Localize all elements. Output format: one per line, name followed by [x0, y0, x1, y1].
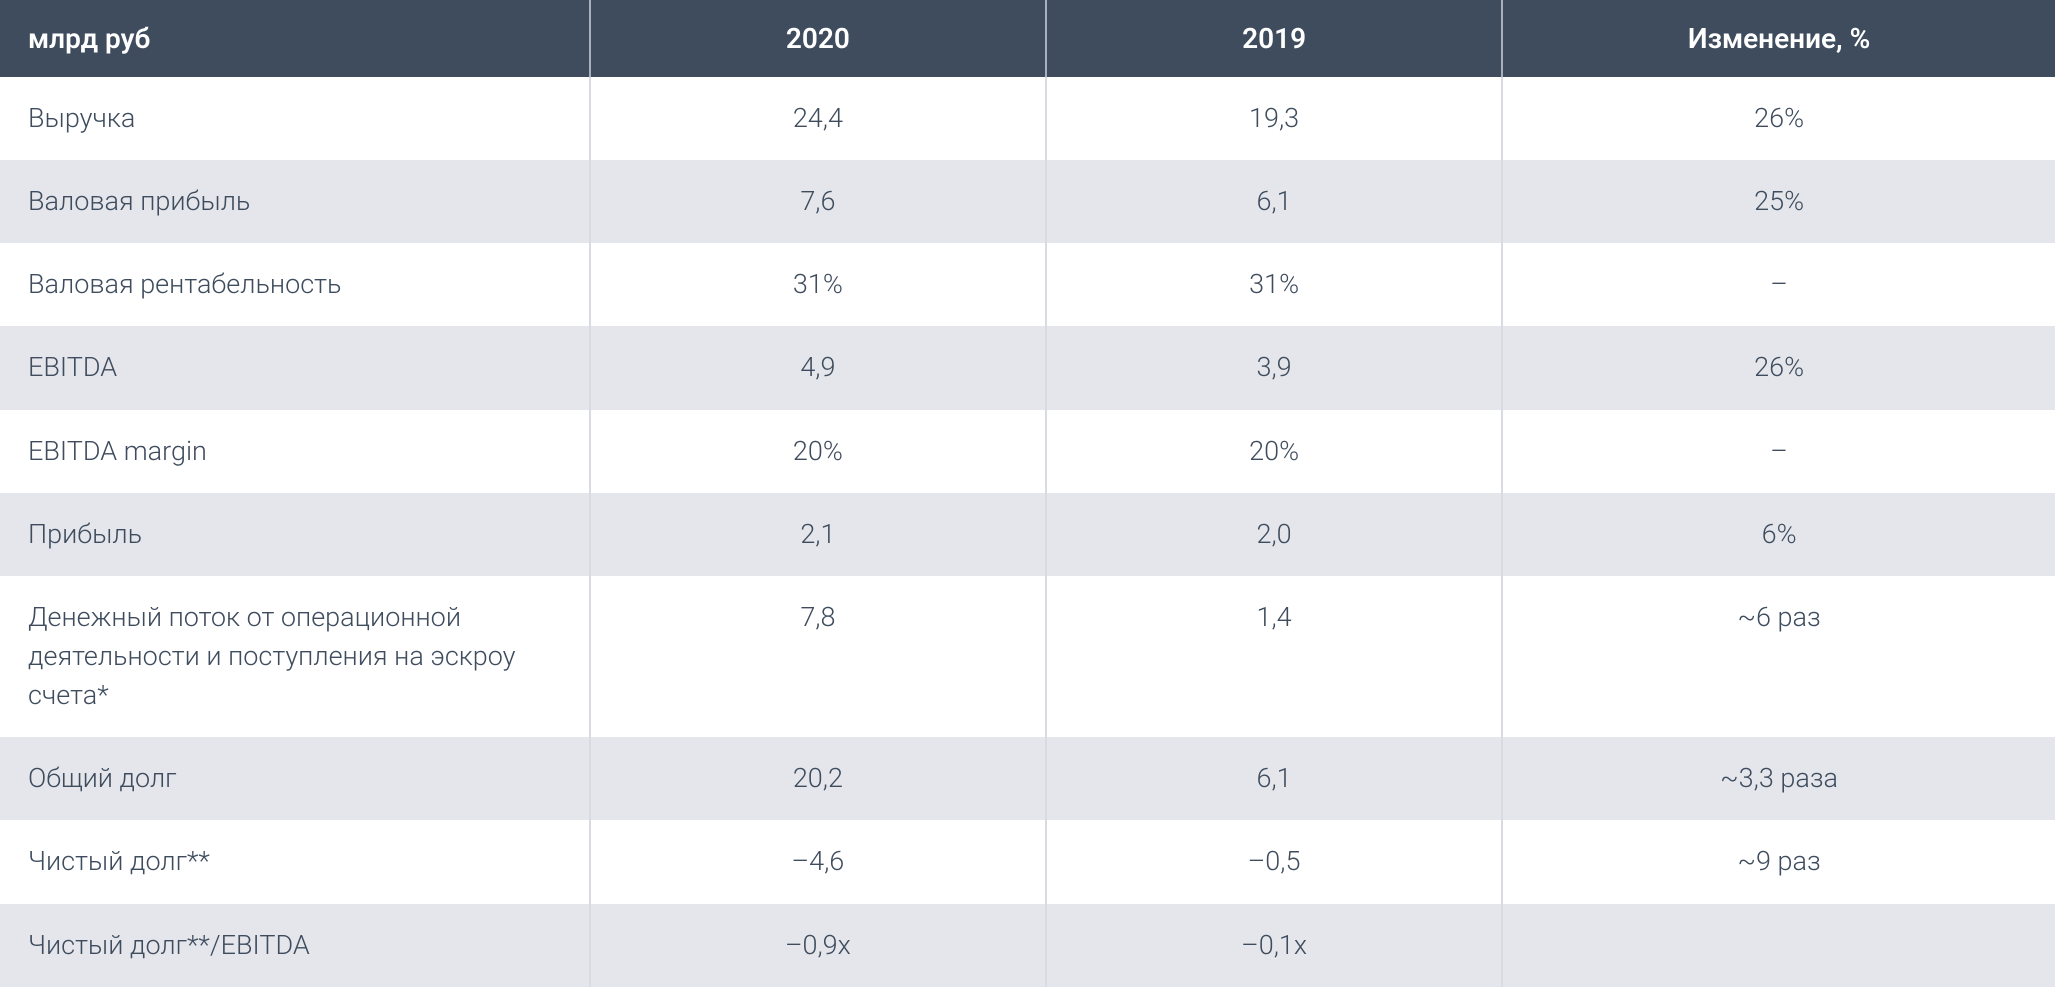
row-label: EBITDA	[0, 326, 590, 409]
row-label: EBITDA margin	[0, 410, 590, 493]
row-change: –	[1502, 243, 2055, 326]
row-label: Чистый долг**	[0, 820, 590, 903]
row-value-2019: 2,0	[1046, 493, 1502, 576]
row-value-2019: 6,1	[1046, 737, 1502, 820]
row-label: Общий долг	[0, 737, 590, 820]
row-label: Валовая рентабельность	[0, 243, 590, 326]
row-label: Денежный поток от операционной деятельно…	[0, 576, 590, 737]
table-row: Денежный поток от операционной деятельно…	[0, 576, 2055, 737]
row-value-2020: 2,1	[590, 493, 1046, 576]
row-value-2019: 1,4	[1046, 576, 1502, 737]
row-change: 25%	[1502, 160, 2055, 243]
row-value-2019: 6,1	[1046, 160, 1502, 243]
row-value-2020: 31%	[590, 243, 1046, 326]
table-row: Выручка 24,4 19,3 26%	[0, 77, 2055, 160]
row-value-2019: 19,3	[1046, 77, 1502, 160]
table-header: млрд руб 2020 2019 Изменение, %	[0, 0, 2055, 77]
row-value-2020: –0,9x	[590, 904, 1046, 987]
row-value-2019: 31%	[1046, 243, 1502, 326]
row-value-2019: 20%	[1046, 410, 1502, 493]
row-change: –	[1502, 410, 2055, 493]
table-row: Валовая прибыль 7,6 6,1 25%	[0, 160, 2055, 243]
row-change: 26%	[1502, 326, 2055, 409]
row-value-2020: –4,6	[590, 820, 1046, 903]
financial-table: млрд руб 2020 2019 Изменение, % Выручка …	[0, 0, 2055, 987]
row-change: ~6 раз	[1502, 576, 2055, 737]
row-value-2020: 20,2	[590, 737, 1046, 820]
row-value-2020: 20%	[590, 410, 1046, 493]
table-row: EBITDA 4,9 3,9 26%	[0, 326, 2055, 409]
row-change: 6%	[1502, 493, 2055, 576]
col-header-2019: 2019	[1046, 0, 1502, 77]
table-row: EBITDA margin 20% 20% –	[0, 410, 2055, 493]
row-change	[1502, 904, 2055, 987]
row-value-2020: 7,8	[590, 576, 1046, 737]
row-value-2019: 3,9	[1046, 326, 1502, 409]
col-header-2020: 2020	[590, 0, 1046, 77]
row-change: ~9 раз	[1502, 820, 2055, 903]
table-row: Валовая рентабельность 31% 31% –	[0, 243, 2055, 326]
row-value-2019: –0,1x	[1046, 904, 1502, 987]
row-value-2020: 7,6	[590, 160, 1046, 243]
row-change: ~3,3 раза	[1502, 737, 2055, 820]
row-value-2019: –0,5	[1046, 820, 1502, 903]
table-row: Чистый долг**/EBITDA –0,9x –0,1x	[0, 904, 2055, 987]
row-label: Чистый долг**/EBITDA	[0, 904, 590, 987]
table-row: Прибыль 2,1 2,0 6%	[0, 493, 2055, 576]
table-row: Общий долг 20,2 6,1 ~3,3 раза	[0, 737, 2055, 820]
col-header-label: млрд руб	[0, 0, 590, 77]
table-row: Чистый долг** –4,6 –0,5 ~9 раз	[0, 820, 2055, 903]
row-value-2020: 4,9	[590, 326, 1046, 409]
row-label: Валовая прибыль	[0, 160, 590, 243]
row-change: 26%	[1502, 77, 2055, 160]
row-label: Выручка	[0, 77, 590, 160]
row-value-2020: 24,4	[590, 77, 1046, 160]
col-header-change: Изменение, %	[1502, 0, 2055, 77]
row-label: Прибыль	[0, 493, 590, 576]
table-body: Выручка 24,4 19,3 26% Валовая прибыль 7,…	[0, 77, 2055, 987]
